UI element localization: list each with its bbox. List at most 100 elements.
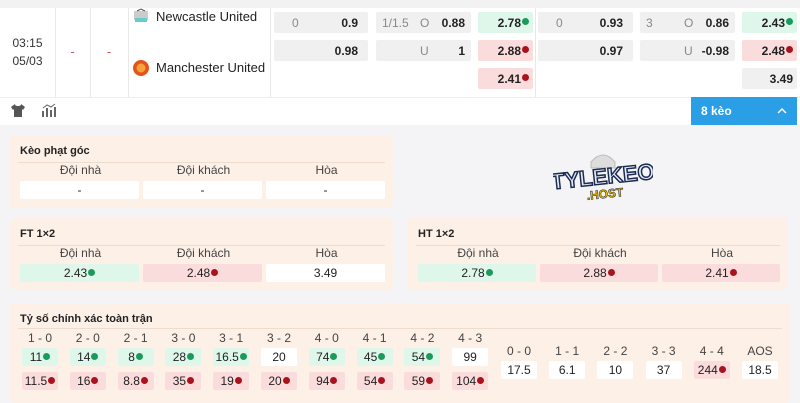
1x2-odds[interactable]: 2.88 xyxy=(478,40,533,61)
odds-cell[interactable]: - xyxy=(143,181,262,199)
arrow-up-icon xyxy=(522,18,529,25)
score-odds-cell[interactable]: 244 xyxy=(693,361,730,379)
score-odds-cell[interactable]: 8.8 xyxy=(117,372,154,390)
home-team[interactable]: Newcastle United xyxy=(132,7,266,27)
1x2-odds[interactable]: 3.49 xyxy=(742,68,797,89)
score-odds-cell[interactable]: 20 xyxy=(261,372,297,390)
score-label: 3 - 3 xyxy=(651,344,676,358)
handicap-odds[interactable]: 0 0.9 xyxy=(274,12,368,33)
odds-value: 19 xyxy=(220,374,234,388)
odds-cell[interactable]: 2.41 xyxy=(662,264,780,282)
odds-value: 11.5 xyxy=(24,374,48,388)
over-under-odds[interactable]: 3 O 0.86 xyxy=(640,12,735,33)
score-odds-cell[interactable]: 35 xyxy=(165,372,202,390)
handicap-value: 0.9 xyxy=(341,15,358,30)
ou-value: 0.86 xyxy=(705,15,729,30)
score-odds-cell[interactable]: 54 xyxy=(404,348,441,366)
arrow-down-icon xyxy=(378,377,386,385)
odds-cell[interactable]: - xyxy=(20,181,139,199)
score-label: 0 - 0 xyxy=(506,344,531,358)
arrow-up-icon xyxy=(426,353,434,361)
score-odds-cell[interactable]: 16 xyxy=(69,372,106,390)
score-label: 4 - 4 xyxy=(699,344,724,358)
chevron-up-icon xyxy=(777,108,787,114)
odds-cell[interactable]: 2.88 xyxy=(540,264,658,282)
arrow-down-icon xyxy=(140,377,148,385)
1x2-odds[interactable]: 2.78 xyxy=(478,12,533,33)
more-odds-label: 8 kèo xyxy=(701,104,732,118)
score-odds-cell[interactable]: 10 xyxy=(597,361,634,379)
panel-ht: HT 1×2 Đội nhà Đội khách Hòa 2.78 2.88 2.41 xyxy=(408,218,788,290)
arrow-down-icon xyxy=(718,366,726,374)
tylekeo-logo: TYLEKEO .HOST xyxy=(553,154,653,203)
arrow-up-icon xyxy=(378,353,386,361)
odds-value: 8.8 xyxy=(123,374,140,388)
away-team[interactable]: Manchester United xyxy=(132,58,266,78)
odds-cell[interactable]: 2.78 xyxy=(418,264,536,282)
divider xyxy=(18,245,385,246)
odds-cell[interactable]: 2.48 xyxy=(143,264,262,282)
score-odds-cell[interactable]: 94 xyxy=(308,372,345,390)
column-header: Đội khách xyxy=(176,163,231,177)
odds-value: 3.49 xyxy=(769,71,793,86)
handicap-odds[interactable]: 0.97 xyxy=(538,40,633,61)
score-odds-cell[interactable]: 99 xyxy=(452,348,489,366)
kickoff-time: 03:15 xyxy=(12,36,43,50)
match-time: 03:15 05/03 xyxy=(0,34,55,70)
over-under-odds[interactable]: U -0.98 xyxy=(640,40,735,61)
ou-line: 1/1.5 xyxy=(382,15,409,30)
odds-value: 11 xyxy=(29,350,43,364)
score-odds-cell[interactable]: 45 xyxy=(356,348,393,366)
handicap-odds[interactable]: 0.98 xyxy=(274,40,368,61)
arrow-up-icon xyxy=(88,269,96,277)
odds-cell[interactable]: 2.43 xyxy=(20,264,139,282)
odds-cell[interactable]: - xyxy=(266,181,385,199)
score-odds-cell[interactable]: 11 xyxy=(22,348,58,366)
over-under-odds[interactable]: 1/1.5 O 0.88 xyxy=(376,12,471,33)
score-odds-cell[interactable]: 16.5 xyxy=(213,348,250,366)
kickoff-date: 05/03 xyxy=(12,54,43,68)
score-odds-cell[interactable]: 28 xyxy=(165,348,202,366)
arrow-down-icon xyxy=(282,377,290,385)
ou-value: 1 xyxy=(458,43,465,58)
score-label: 3 - 2 xyxy=(266,331,291,345)
odds-cell[interactable]: 3.49 xyxy=(266,264,385,282)
column-header: Đội nhà xyxy=(457,246,499,260)
more-odds-button[interactable]: 8 kèo xyxy=(691,97,797,125)
ou-value: 0.88 xyxy=(441,15,465,30)
score-odds-cell[interactable]: 17.5 xyxy=(501,361,537,379)
1x2-odds[interactable]: 2.43 xyxy=(742,12,797,33)
score-odds-cell[interactable]: 20 xyxy=(261,348,297,366)
handicap-odds[interactable]: 0 0.93 xyxy=(538,12,633,33)
score-label: 3 - 1 xyxy=(219,331,244,345)
arrow-down-icon xyxy=(522,46,529,53)
arrow-down-icon xyxy=(729,269,737,277)
stats-icon[interactable] xyxy=(41,103,56,117)
score-label: 4 - 3 xyxy=(458,331,483,345)
odds-value: 2.43 xyxy=(761,15,785,30)
odds-value: 2.41 xyxy=(497,71,521,86)
score-odds-cell[interactable]: 14 xyxy=(69,348,106,366)
score-odds-cell[interactable]: 59 xyxy=(404,372,441,390)
odds-value: 99 xyxy=(463,350,477,364)
score-odds-cell[interactable]: 54 xyxy=(356,372,393,390)
score-odds-cell[interactable]: 74 xyxy=(308,348,345,366)
odds-value: - xyxy=(323,183,328,197)
score-odds-cell[interactable]: 8 xyxy=(117,348,154,366)
score-odds-cell[interactable]: 6.1 xyxy=(549,361,586,379)
1x2-odds[interactable]: 2.48 xyxy=(742,40,797,61)
odds-value: 2.88 xyxy=(583,266,607,280)
header-strip xyxy=(0,0,800,8)
1x2-odds[interactable]: 2.41 xyxy=(478,68,533,89)
column-header: Đội nhà xyxy=(59,163,102,177)
toolbar xyxy=(0,97,800,125)
shirt-icon[interactable] xyxy=(11,103,25,117)
score-odds-cell[interactable]: 19 xyxy=(213,372,250,390)
score-odds-cell[interactable]: 11.5 xyxy=(22,372,58,390)
score-odds-cell[interactable]: 18.5 xyxy=(742,361,778,379)
score-odds-cell[interactable]: 104 xyxy=(452,372,489,390)
panel-title: Kèo phạt góc xyxy=(20,145,90,157)
score-odds-cell[interactable]: 37 xyxy=(645,361,682,379)
odds-value: 2.78 xyxy=(497,15,521,30)
